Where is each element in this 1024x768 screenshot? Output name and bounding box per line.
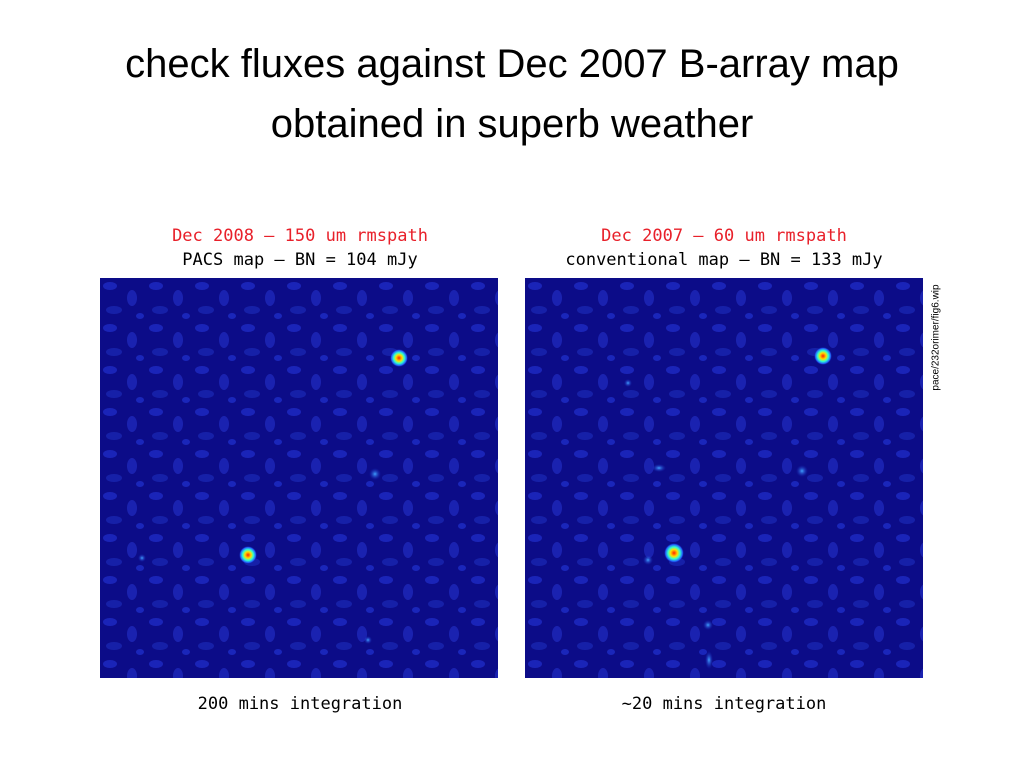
slide-title-line: obtained in superb weather: [270, 102, 754, 146]
panel-caption: ~20 mins integration: [621, 694, 827, 714]
panel-subheading: conventional map – BN = 133 mJy: [565, 250, 883, 270]
flux-map: [525, 278, 923, 678]
panel-heading: Dec 2008 – 150 um rmspath: [172, 226, 428, 246]
panel-caption: 200 mins integration: [197, 694, 403, 714]
panel-subheading: PACS map – BN = 104 mJy: [182, 250, 418, 270]
flux-map: [100, 278, 498, 678]
side-label: pace/232orimer/fig6.wip: [930, 284, 942, 391]
slide-title-line: check fluxes against Dec 2007 B-array ma…: [125, 42, 899, 86]
panel-heading: Dec 2007 – 60 um rmspath: [601, 226, 847, 246]
